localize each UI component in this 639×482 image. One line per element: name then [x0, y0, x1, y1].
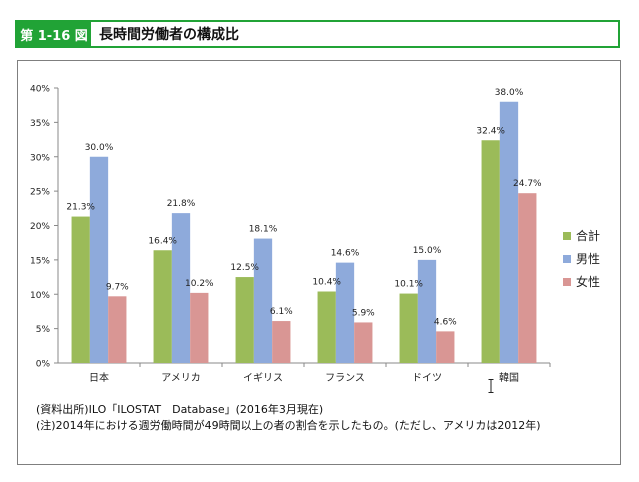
x-tick-label: イギリス: [243, 372, 283, 384]
data-label: 30.0%: [85, 143, 114, 153]
x-tick-label: フランス: [325, 372, 365, 384]
bar: [153, 250, 172, 363]
data-label: 6.1%: [270, 307, 293, 317]
data-label: 24.7%: [513, 179, 542, 189]
data-label: 12.5%: [230, 263, 259, 273]
data-label: 21.8%: [167, 199, 196, 209]
bar: [171, 213, 191, 363]
data-label: 21.3%: [66, 203, 95, 213]
data-label: 38.0%: [495, 88, 524, 98]
data-label: 9.7%: [106, 282, 129, 292]
x-tick-label: アメリカ: [161, 372, 201, 384]
bar: [108, 296, 127, 363]
bar: [481, 140, 500, 363]
bar: [399, 293, 418, 363]
y-tick-label: 15%: [30, 256, 50, 266]
figure-header: 第 1-16 図 長時間労働者の構成比: [15, 20, 620, 48]
bar: [518, 193, 537, 363]
source-note: (資料出所)ILO「ILOSTAT Database」(2016年3月現在): [36, 403, 324, 416]
bar: [499, 101, 519, 363]
bar: [317, 291, 336, 363]
y-tick-label: 35%: [30, 119, 50, 129]
bar: [354, 322, 373, 363]
y-tick-label: 30%: [30, 153, 50, 163]
bar: [190, 292, 209, 363]
x-tick-label: 韓国: [499, 372, 519, 384]
y-tick-label: 20%: [30, 222, 50, 232]
data-label: 10.1%: [394, 280, 423, 290]
x-tick-label: ドイツ: [412, 373, 442, 384]
chart-notes: (資料出所)ILO「ILOSTAT Database」(2016年3月現在) (…: [36, 402, 606, 434]
data-label: 5.9%: [352, 308, 375, 318]
bar: [71, 216, 90, 363]
y-tick-label: 40%: [30, 85, 50, 95]
data-labels: 21.3% 30.0% 9.7% 16.4% 21.8% 10.2% 12.5% 18.1% 6…: [66, 88, 542, 328]
bars: [71, 101, 537, 363]
legend-swatch: [563, 255, 571, 263]
bar: [253, 238, 273, 363]
text-cursor-icon: [488, 379, 494, 393]
bar: [235, 277, 254, 363]
legend-swatch: [563, 232, 571, 240]
x-tick-label: 日本: [89, 371, 109, 384]
bar: [272, 321, 291, 363]
legend-label: 女性: [576, 274, 600, 289]
data-label: 10.2%: [185, 279, 214, 289]
data-label: 4.6%: [434, 317, 457, 327]
bar: [417, 259, 437, 363]
data-label: 14.6%: [331, 249, 360, 259]
data-label: 18.1%: [249, 225, 278, 235]
y-tick-label: 25%: [30, 188, 50, 198]
y-axis: 0% 5% 10% 15% 20% 25% 30% 35% 40%: [30, 85, 59, 370]
data-label: 10.4%: [312, 278, 341, 288]
x-axis: 日本 アメリカ イギリス フランス ドイツ 韓国: [58, 362, 551, 384]
legend-label: 男性: [576, 252, 600, 266]
figure-label: 第 1-16 図: [17, 22, 91, 46]
y-tick-label: 0%: [36, 360, 51, 370]
y-tick-label: 5%: [36, 325, 51, 335]
y-tick-label: 10%: [30, 291, 50, 301]
data-label: 15.0%: [413, 246, 442, 256]
data-label: 16.4%: [148, 236, 177, 246]
bar: [436, 331, 455, 363]
footnote: (注)2014年における週労働時間が49時間以上の者の割合を示したもの。(ただし…: [36, 419, 541, 432]
legend-swatch: [563, 278, 571, 286]
data-label: 32.4%: [476, 126, 505, 136]
figure-title: 長時間労働者の構成比: [99, 27, 239, 43]
bar: [335, 262, 355, 363]
bar: [89, 156, 109, 363]
legend-label: 合計: [576, 228, 600, 243]
